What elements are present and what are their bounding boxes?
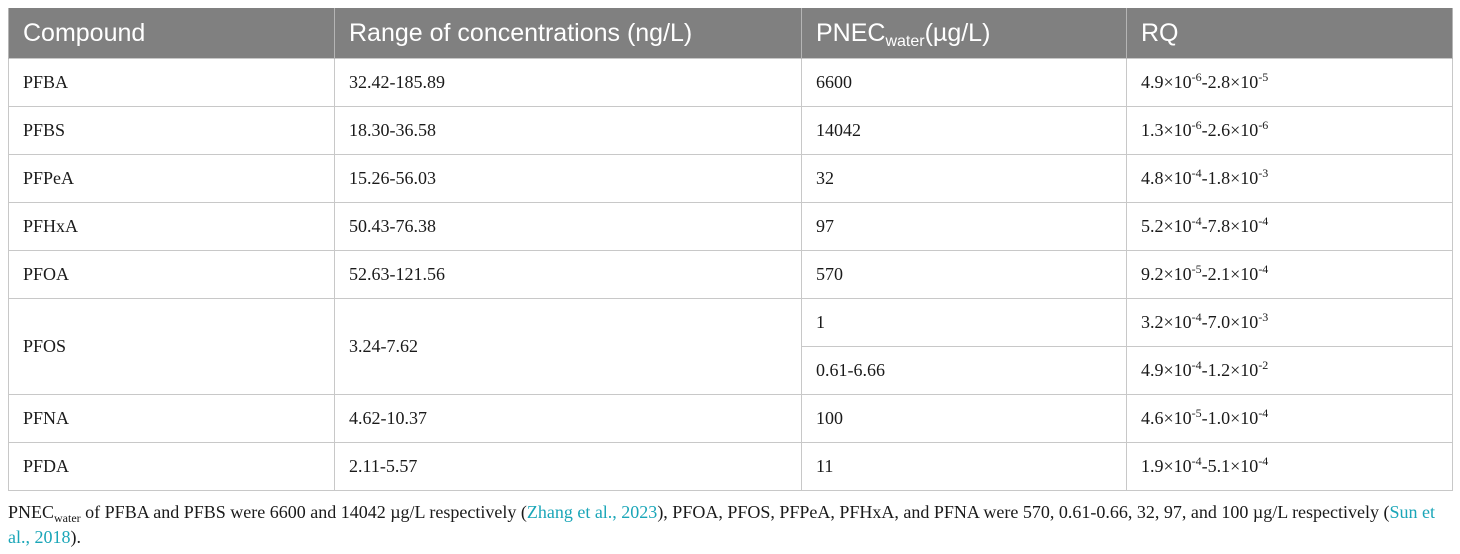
cell-rq: 1.9×10-4-5.1×10-4	[1126, 442, 1453, 491]
rq-low-exponent: -4	[1191, 310, 1202, 324]
footnote-text-3: ).	[70, 527, 82, 547]
cell-rq: 1.3×10-6-2.6×10-6	[1126, 106, 1453, 155]
rq-high-mantissa: -1.0×10	[1201, 408, 1259, 428]
cell-range: 15.26-56.03	[334, 154, 802, 203]
rq-high-exponent: -4	[1258, 214, 1269, 228]
rq-high-mantissa: -1.8×10	[1201, 168, 1259, 188]
rq-low-exponent: -4	[1191, 214, 1202, 228]
citation-link-sun[interactable]: Sun et al., 2018	[8, 502, 1436, 547]
table-row: 0.61-6.66 4.9×10-4-1.2×10-2	[9, 346, 1453, 395]
citation-link-zhang[interactable]: Zhang et al., 2023	[526, 502, 658, 522]
cell-compound: PFOA	[8, 250, 335, 299]
footnote-text-2: ), PFOA, PFOS, PFPeA, PFHxA, and PFNA we…	[657, 502, 1390, 522]
rq-low-mantissa: 4.6×10	[1141, 408, 1192, 428]
rq-high-exponent: -6	[1258, 118, 1269, 132]
table-row: PFNA 4.62-10.37 100 4.6×10-5-1.0×10-4	[8, 394, 1453, 443]
cell-compound: PFHxA	[8, 202, 335, 251]
rq-high-mantissa: -2.6×10	[1201, 120, 1259, 140]
rq-high-mantissa: -7.0×10	[1201, 312, 1259, 332]
cell-compound: PFPeA	[8, 154, 335, 203]
rq-low-exponent: -5	[1191, 262, 1202, 276]
header-compound: Compound	[8, 8, 335, 59]
cell-compound: PFOS	[8, 298, 335, 395]
cell-range: 32.42-185.89	[334, 58, 802, 107]
cell-pnec: 0.61-6.66	[801, 346, 1127, 395]
header-row: Compound Range of concentrations (ng/L) …	[8, 8, 1453, 59]
cell-rq: 4.9×10-4-1.2×10-2	[1126, 346, 1453, 395]
cell-pnec: 100	[801, 394, 1127, 443]
rq-high-exponent: -4	[1258, 406, 1269, 420]
rq-high-exponent: -3	[1258, 310, 1269, 324]
rq-high-mantissa: -7.8×10	[1201, 216, 1259, 236]
footnote-pnec-sub: water	[54, 511, 81, 525]
header-pnec-unit: (µg/L)	[924, 18, 991, 47]
rq-low-exponent: -4	[1191, 454, 1202, 468]
cell-rq: 4.6×10-5-1.0×10-4	[1126, 394, 1453, 443]
rq-low-exponent: -4	[1191, 166, 1202, 180]
rq-low-mantissa: 3.2×10	[1141, 312, 1192, 332]
pfas-risk-table: Compound Range of concentrations (ng/L) …	[8, 8, 1453, 491]
cell-range: 3.24-7.62	[334, 298, 802, 395]
table-row: PFDA 2.11-5.57 11 1.9×10-4-5.1×10-4	[8, 442, 1453, 491]
data-table-container: Compound Range of concentrations (ng/L) …	[8, 8, 1453, 491]
cell-compound: PFBA	[8, 58, 335, 107]
header-pnec-sub: water	[885, 32, 925, 50]
cell-range: 4.62-10.37	[334, 394, 802, 443]
rq-low-mantissa: 4.8×10	[1141, 168, 1192, 188]
cell-range: 50.43-76.38	[334, 202, 802, 251]
cell-range: 2.11-5.57	[334, 442, 802, 491]
rq-high-exponent: -2	[1258, 358, 1269, 372]
cell-compound: PFBS	[8, 106, 335, 155]
rq-low-mantissa: 1.9×10	[1141, 456, 1192, 476]
rq-high-mantissa: -1.2×10	[1201, 360, 1259, 380]
rq-high-mantissa: -2.8×10	[1201, 72, 1259, 92]
cell-compound: PFDA	[8, 442, 335, 491]
rq-low-mantissa: 1.3×10	[1141, 120, 1192, 140]
cell-pnec: 11	[801, 442, 1127, 491]
cell-compound: PFNA	[8, 394, 335, 443]
table-row: PFOS 3.24-7.62 1 3.2×10-4-7.0×10-3	[8, 298, 1453, 395]
rq-low-exponent: -6	[1191, 70, 1202, 84]
header-rq: RQ	[1126, 8, 1453, 59]
rq-low-exponent: -5	[1191, 406, 1202, 420]
table-body: PFBA 32.42-185.89 6600 4.9×10-6-2.8×10-5…	[8, 58, 1453, 491]
cell-pnec: 97	[801, 202, 1127, 251]
cell-rq: 4.8×10-4-1.8×10-3	[1126, 154, 1453, 203]
rq-high-mantissa: -5.1×10	[1201, 456, 1259, 476]
table-row: PFOA 52.63-121.56 570 9.2×10-5-2.1×10-4	[8, 250, 1453, 299]
table-row: PFBA 32.42-185.89 6600 4.9×10-6-2.8×10-5	[8, 58, 1453, 107]
cell-range: 18.30-36.58	[334, 106, 802, 155]
cell-rq: 3.2×10-4-7.0×10-3	[1126, 298, 1453, 347]
cell-rq: 9.2×10-5-2.1×10-4	[1126, 250, 1453, 299]
cell-rq: 5.2×10-4-7.8×10-4	[1126, 202, 1453, 251]
rq-high-mantissa: -2.1×10	[1201, 264, 1259, 284]
rq-low-exponent: -4	[1191, 358, 1202, 372]
rq-high-exponent: -4	[1258, 454, 1269, 468]
table-row: PFPeA 15.26-56.03 32 4.8×10-4-1.8×10-3	[8, 154, 1453, 203]
cell-pnec: 1	[801, 298, 1127, 347]
rq-low-mantissa: 9.2×10	[1141, 264, 1192, 284]
rq-high-exponent: -3	[1258, 166, 1269, 180]
footnote-text-1: of PFBA and PFBS were 6600 and 14042 µg/…	[80, 502, 527, 522]
cell-rq: 4.9×10-6-2.8×10-5	[1126, 58, 1453, 107]
cell-pnec: 32	[801, 154, 1127, 203]
cell-pnec: 570	[801, 250, 1127, 299]
rq-low-mantissa: 4.9×10	[1141, 360, 1192, 380]
header-pnec-main: PNEC	[816, 18, 886, 47]
cell-range: 52.63-121.56	[334, 250, 802, 299]
cell-pnec: 6600	[801, 58, 1127, 107]
footnote-pnec: PNEC	[8, 502, 55, 522]
header-pnec: PNECwater(µg/L)	[801, 8, 1127, 59]
rq-high-exponent: -5	[1258, 70, 1269, 84]
table-header: Compound Range of concentrations (ng/L) …	[8, 8, 1453, 59]
cell-pnec: 14042	[801, 106, 1127, 155]
table-footnote: PNECwater of PFBA and PFBS were 6600 and…	[8, 500, 1452, 550]
table-row: PFBS 18.30-36.58 14042 1.3×10-6-2.6×10-6	[8, 106, 1453, 155]
rq-low-exponent: -6	[1191, 118, 1202, 132]
table-row: PFHxA 50.43-76.38 97 5.2×10-4-7.8×10-4	[8, 202, 1453, 251]
rq-low-mantissa: 4.9×10	[1141, 72, 1192, 92]
rq-high-exponent: -4	[1258, 262, 1269, 276]
header-range: Range of concentrations (ng/L)	[334, 8, 802, 59]
rq-low-mantissa: 5.2×10	[1141, 216, 1192, 236]
